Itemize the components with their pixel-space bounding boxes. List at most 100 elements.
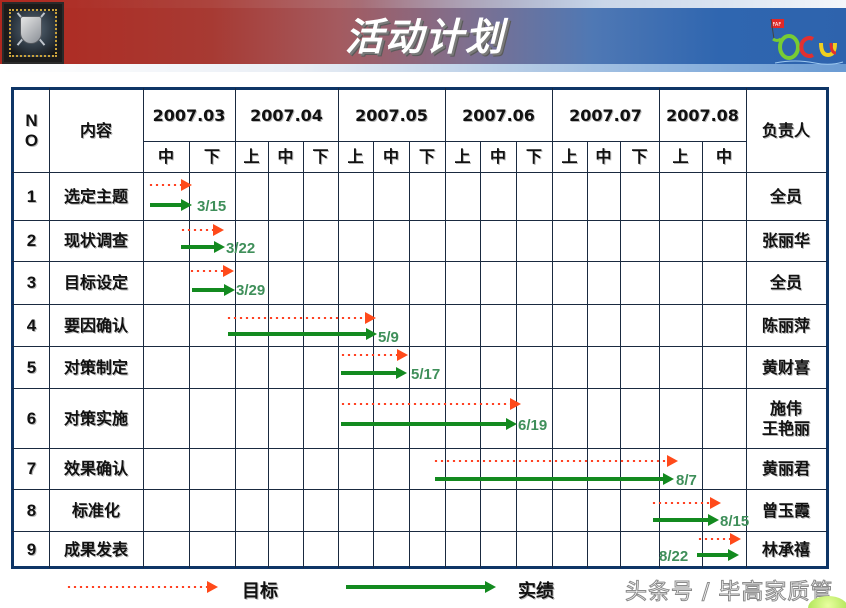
period-header: 中 — [382, 147, 399, 166]
row-owner: 张丽华 — [761, 231, 810, 250]
row-number: 5 — [26, 357, 37, 377]
actual-end-date: 5/17 — [411, 366, 441, 383]
watermark: 头条号 / 毕高家质管 — [624, 580, 834, 606]
actual-end-date: 8/22 — [659, 548, 689, 565]
grid-vline — [409, 141, 410, 568]
actual-arrow — [192, 284, 235, 296]
period-header: 上 — [454, 147, 471, 166]
arrowhead-icon — [397, 349, 408, 361]
banner-bottom-stripe — [0, 64, 846, 72]
month-header: 2007.05 — [355, 105, 428, 125]
actual-end-date: 8/7 — [676, 472, 697, 489]
grid-vline — [480, 141, 481, 568]
header-banner — [0, 0, 846, 72]
actual-arrow — [653, 514, 719, 526]
grid-hline — [12, 388, 827, 389]
page-title: 活动计划 — [344, 15, 505, 59]
row-number: 2 — [26, 231, 37, 250]
period-header: 中 — [489, 147, 506, 166]
row-owner: 黄财喜 — [761, 357, 810, 377]
legend-actual-label: 实绩 — [518, 581, 554, 602]
arrowhead-icon — [710, 497, 721, 509]
period-header: 上 — [672, 147, 689, 166]
period-header: 中 — [715, 147, 732, 166]
grid-hline — [12, 304, 827, 305]
row-owner: 全员 — [769, 273, 802, 292]
grid-vline — [445, 88, 446, 568]
row-content: 选定主题 — [63, 186, 128, 206]
month-header: 2007.06 — [462, 105, 535, 125]
row-content: 对策制定 — [63, 357, 128, 377]
grid-hline — [12, 220, 827, 221]
row-content: 效果确认 — [63, 459, 128, 478]
row-number: 4 — [26, 315, 37, 335]
grid-hline — [12, 489, 827, 490]
arrowhead-icon — [181, 199, 192, 211]
actual-end-date: 5/9 — [378, 329, 399, 346]
row-owner: 曾玉霞 — [761, 500, 810, 520]
legend-target-arrow — [66, 581, 218, 593]
actual-arrow — [341, 367, 407, 379]
actual-end-date: 8/15 — [720, 513, 750, 530]
activity-plan-table — [11, 87, 829, 569]
row-number: 9 — [26, 540, 37, 559]
arrowhead-icon — [214, 241, 225, 253]
grid-hline — [143, 141, 746, 142]
grid-vline — [620, 141, 621, 568]
column-header-no: N O — [14, 92, 49, 170]
arrowhead-icon — [181, 179, 192, 191]
grid-vline — [268, 141, 269, 568]
actual-arrow — [150, 199, 192, 211]
grid-vline — [49, 88, 50, 568]
grid-vline — [702, 141, 703, 568]
actual-arrow — [228, 328, 377, 340]
column-header-content: 内容 — [79, 121, 112, 140]
actual-arrow — [341, 418, 517, 430]
banner-highlight — [40, 0, 846, 8]
month-header: 2007.03 — [152, 105, 226, 125]
arrowhead-icon — [365, 312, 376, 324]
grid-vline — [552, 88, 553, 568]
arrowhead-icon — [510, 398, 521, 410]
shield-icon — [20, 16, 42, 44]
actual-end-date: 6/19 — [518, 417, 548, 434]
arrowhead-icon — [396, 367, 407, 379]
period-header: 上 — [347, 147, 364, 166]
target-arrow — [433, 455, 678, 467]
row-owner: 全员 — [769, 186, 802, 206]
arrowhead-icon — [730, 533, 741, 545]
actual-end-date: 3/22 — [226, 240, 256, 257]
row-number: 8 — [26, 500, 37, 520]
row-content: 标准化 — [71, 500, 120, 520]
arrowhead-icon — [506, 418, 517, 430]
period-header: 下 — [203, 147, 220, 166]
grid-hline — [12, 448, 827, 449]
legend-actual-arrow — [346, 581, 496, 593]
grid-vline — [516, 141, 517, 568]
period-header: 中 — [157, 147, 174, 166]
arrowhead-icon — [667, 455, 678, 467]
grid-hline — [12, 261, 827, 262]
period-header: 下 — [525, 147, 542, 166]
target-arrow — [148, 179, 192, 191]
target-arrow — [226, 312, 376, 324]
row-owner: 黄丽君 — [761, 459, 810, 478]
arrowhead-icon — [213, 224, 224, 236]
grid-vline — [143, 88, 144, 568]
actual-arrow — [435, 473, 674, 485]
row-content: 现状调查 — [63, 231, 128, 250]
row-owner: 陈丽萍 — [761, 315, 810, 335]
svg-text:FAF: FAF — [773, 22, 782, 28]
qcc-logo-icon: FAF — [770, 18, 844, 65]
actual-end-date: 3/15 — [197, 198, 227, 215]
grid-vline — [235, 88, 236, 568]
row-content: 成果发表 — [63, 540, 128, 559]
grid-vline — [587, 141, 588, 568]
row-owner: 施伟 王艳丽 — [746, 389, 826, 448]
grid-vline — [746, 88, 747, 568]
actual-end-date: 3/29 — [236, 282, 266, 299]
legend-target-label: 目标 — [242, 581, 278, 602]
arrowhead-icon — [485, 581, 496, 593]
row-owner-line: 王艳丽 — [761, 418, 810, 438]
column-header-no-line: O — [24, 131, 39, 150]
